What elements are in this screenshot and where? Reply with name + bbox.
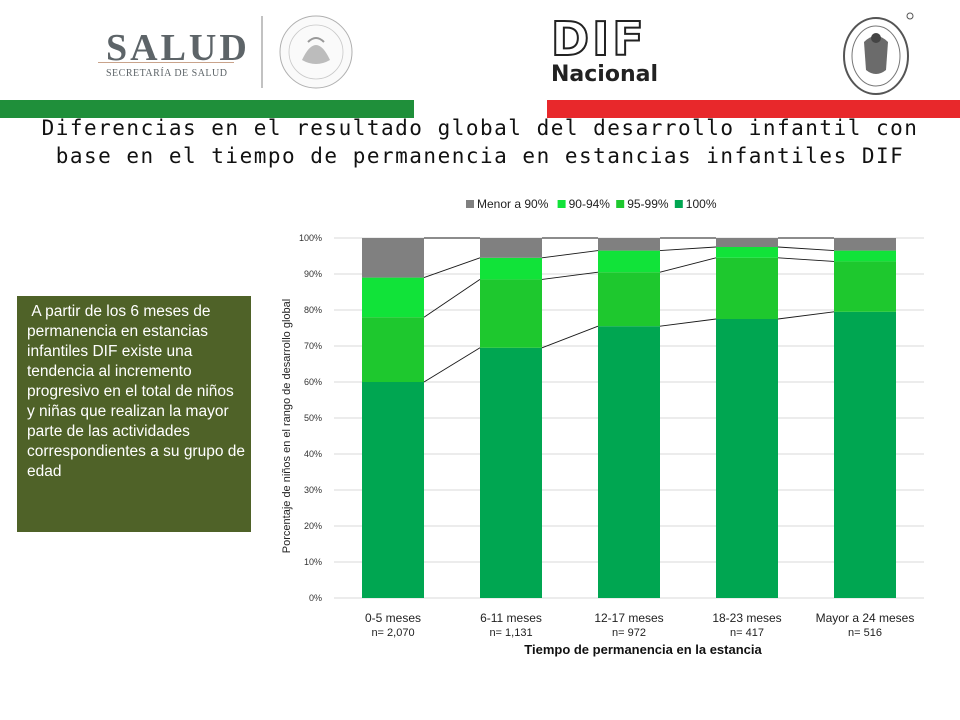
bar-segment [598, 250, 660, 273]
series-line [659, 246, 717, 252]
series-line [423, 279, 481, 318]
category-count: n= 2,070 [371, 627, 414, 639]
y-tick-label: 100% [299, 233, 322, 243]
y-tick-label: 50% [304, 413, 322, 423]
series-line [659, 318, 717, 327]
category-count: n= 972 [612, 627, 646, 639]
legend-label: 95-99% [627, 197, 669, 211]
bar-segment [362, 382, 424, 598]
x-tick-label: 12-17 meses [594, 611, 663, 625]
category-count: n= 1,131 [489, 627, 532, 639]
series-line [777, 246, 835, 252]
stacked-bar-chart: 0% 10% 20% 30% 40% 50% 60% 70% 80% 90% 100% 0-5 mes… [281, 197, 924, 657]
series-line [541, 250, 599, 259]
category-count: n= 516 [848, 627, 882, 639]
bar-segment [480, 238, 542, 258]
bar-segment [716, 238, 778, 247]
y-tick-label: 10% [304, 557, 322, 567]
y-tick-label: 30% [304, 485, 322, 495]
salud-logo: SALUD SECRETARÍA DE SALUD [92, 24, 252, 80]
y-axis-title: Porcentaje de niños en el rango de desar… [281, 299, 293, 553]
bar-segment [362, 238, 424, 278]
bar-segment [598, 326, 660, 598]
legend-label: Menor a 90% [477, 197, 549, 211]
bar-segment [716, 247, 778, 258]
mexico-seal-logo [261, 15, 353, 89]
bar-segment [362, 317, 424, 382]
legend-label: 90-94% [569, 197, 611, 211]
red-header-bar [547, 100, 960, 118]
x-tick-label: 18-23 meses [712, 611, 781, 625]
bar-segment [598, 272, 660, 327]
y-tick-label: 20% [304, 521, 322, 531]
y-tick-label: 0% [309, 593, 322, 603]
hospital-infantil-logo [843, 12, 914, 95]
x-tick-label: Mayor a 24 meses [816, 611, 915, 625]
y-tick-label: 60% [304, 377, 322, 387]
series-line [541, 325, 599, 349]
series-line [777, 257, 835, 262]
series-line [659, 257, 717, 273]
legend-swatch [466, 200, 474, 208]
series-line [541, 271, 599, 280]
summary-note: A partir de los 6 meses de permanencia e… [17, 296, 251, 532]
bar-segment [834, 311, 896, 598]
dif-logo-subtitle: Nacional [551, 62, 659, 87]
bar-segment [834, 238, 896, 251]
legend-swatch [674, 200, 683, 208]
x-axis-title: Tiempo de permanencia en la estancia [524, 642, 762, 657]
y-tick-label: 90% [304, 269, 322, 279]
bar-segment [716, 257, 778, 319]
series-line [777, 311, 835, 320]
bar-segment [480, 279, 542, 348]
dif-logo-name: DIF [550, 11, 647, 67]
bar-segment [834, 250, 896, 262]
salud-logo-subtitle: SECRETARÍA DE SALUD [106, 68, 228, 79]
slide-title: Diferencias en el resultado global del d… [41, 116, 919, 168]
bar-segment [480, 347, 542, 598]
bar-segment [834, 261, 896, 312]
salud-logo-divider [98, 62, 234, 63]
y-tick-label: 40% [304, 449, 322, 459]
legend-swatch [557, 200, 566, 208]
bar-segment [362, 277, 424, 318]
bar-segment [480, 257, 542, 280]
dif-nacional-logo: DIF Nacional [545, 11, 667, 92]
y-tick-label: 80% [304, 305, 322, 315]
green-header-bar [0, 100, 414, 118]
salud-logo-name: SALUD [106, 27, 250, 69]
x-tick-label: 6-11 meses [480, 611, 542, 625]
series-line [423, 257, 481, 279]
category-count: n= 417 [730, 627, 764, 639]
legend-swatch [616, 200, 625, 208]
x-tick-label: 0-5 meses [365, 611, 421, 625]
bar-segment [716, 319, 778, 598]
bar-segment [598, 238, 660, 251]
y-tick-label: 70% [304, 341, 322, 351]
legend-label: 100% [686, 197, 717, 211]
series-line [423, 347, 481, 383]
